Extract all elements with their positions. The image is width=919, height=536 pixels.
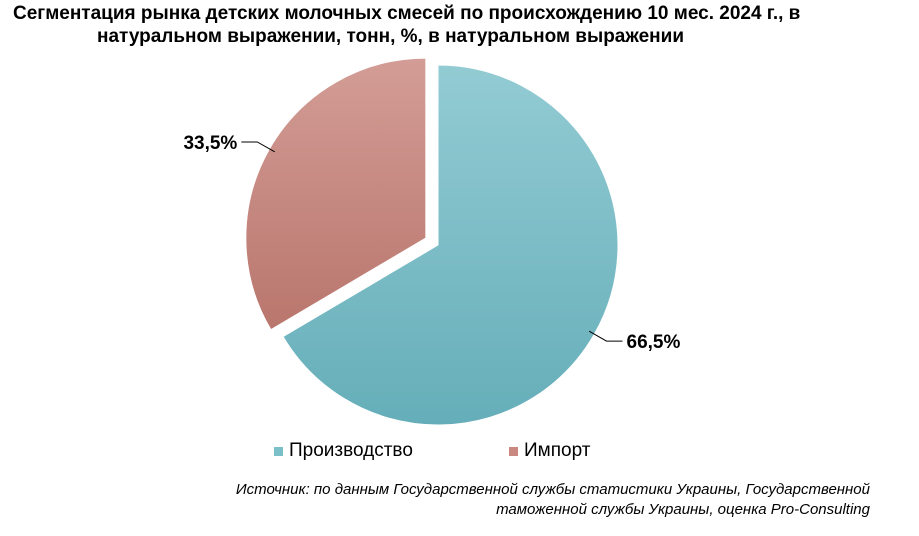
leader-line: [588, 330, 623, 342]
legend-label-import: Импорт: [524, 440, 591, 461]
data-label-production: 66,5%: [627, 332, 681, 353]
chart-title: Сегментация рынка детских молочных смесе…: [0, 2, 919, 48]
legend: Производство Импорт: [0, 440, 919, 466]
chart-title-line: натуральном выражении, тонн, %, в натура…: [97, 26, 684, 47]
source-note: Источник: по данным Государственной служ…: [150, 480, 870, 520]
leader-line: [241, 141, 275, 153]
legend-label-production: Производство: [289, 440, 413, 461]
data-label-import: 33,5%: [183, 133, 237, 154]
chart-title-line: Сегментация рынка детских молочных смесе…: [13, 3, 801, 24]
source-note-line: Источник: по данным Государственной служ…: [235, 481, 870, 498]
legend-swatch-production: [274, 446, 283, 456]
legend-swatch-import: [509, 446, 518, 456]
legend-item-production: Производство: [274, 440, 413, 462]
legend-item-import: Импорт: [509, 440, 590, 462]
source-note-line: таможенной службы Украины, оценка Pro-Co…: [496, 501, 870, 518]
